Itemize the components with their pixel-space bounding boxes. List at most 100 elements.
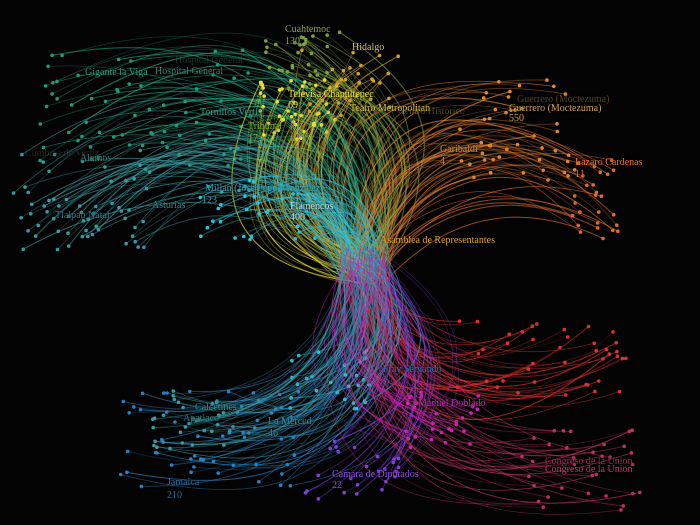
edge (368, 165, 580, 272)
node (316, 350, 321, 354)
node (94, 204, 98, 209)
node (362, 399, 367, 403)
node (314, 388, 319, 393)
node (257, 480, 261, 484)
edge (258, 100, 380, 277)
edge (217, 253, 375, 429)
edge (376, 135, 601, 271)
node (162, 129, 167, 134)
node (278, 483, 283, 488)
node (66, 244, 71, 248)
node (257, 212, 261, 216)
node (356, 71, 361, 76)
edge (265, 51, 384, 271)
node (30, 202, 34, 207)
node (280, 472, 284, 476)
edge (365, 272, 421, 403)
node (19, 216, 23, 220)
node (247, 178, 252, 183)
edge (388, 164, 575, 259)
node (79, 210, 84, 215)
edge (163, 264, 376, 394)
node (52, 152, 57, 157)
node (86, 234, 90, 239)
edge (278, 78, 373, 284)
node (139, 84, 143, 88)
edge (66, 152, 362, 281)
node (638, 490, 642, 495)
node (51, 81, 55, 85)
node (192, 465, 196, 469)
edge (331, 247, 417, 404)
edge (281, 70, 368, 246)
node (621, 504, 625, 508)
node (537, 157, 542, 162)
node (527, 474, 531, 479)
node (316, 473, 321, 478)
edge (385, 257, 632, 475)
node (581, 174, 585, 178)
node (50, 53, 54, 58)
node (476, 394, 481, 398)
node (355, 483, 360, 487)
edge (367, 258, 597, 369)
node (396, 54, 401, 58)
node-label: Gigante la Viga (85, 67, 148, 78)
edge (97, 147, 375, 273)
node (530, 324, 534, 329)
edge (218, 250, 343, 416)
node (36, 223, 41, 228)
node (55, 97, 59, 101)
node (299, 35, 304, 39)
node (264, 39, 268, 43)
node (258, 109, 263, 113)
edge (347, 280, 575, 467)
node-label: Guerrero (Moctezuma) (509, 103, 602, 114)
node (300, 48, 304, 52)
node (617, 389, 622, 394)
node (26, 190, 31, 195)
node (585, 183, 589, 188)
edge (365, 257, 594, 457)
node (259, 80, 263, 85)
node-label: Lazaro Cardenas (575, 157, 643, 168)
node (325, 33, 330, 37)
node (308, 73, 312, 78)
node (552, 84, 556, 89)
node (207, 132, 212, 136)
node (201, 457, 206, 462)
edge (58, 158, 349, 269)
node (491, 157, 496, 162)
edge (198, 256, 368, 421)
edge (52, 67, 369, 266)
node-label: Hospital General (175, 55, 244, 66)
edge (370, 161, 599, 260)
edge (362, 130, 597, 246)
node (308, 82, 312, 86)
edge (372, 265, 463, 419)
node-label: Televisa Chapultepec (288, 89, 374, 100)
node (190, 417, 195, 421)
node (133, 239, 137, 244)
node (248, 113, 252, 118)
node (531, 337, 535, 342)
node (532, 483, 536, 488)
node (611, 168, 616, 172)
edge (371, 272, 633, 494)
edge (326, 266, 539, 505)
edge (190, 262, 392, 469)
edge (361, 271, 409, 404)
node (531, 459, 535, 464)
node (153, 450, 158, 455)
node (198, 195, 203, 200)
node (566, 159, 570, 164)
node (337, 30, 342, 34)
node (228, 429, 232, 433)
node (328, 446, 333, 451)
node (213, 49, 218, 54)
node (594, 472, 598, 477)
node (173, 420, 177, 424)
node-label: Centro Historico (398, 106, 465, 117)
node (288, 484, 293, 488)
